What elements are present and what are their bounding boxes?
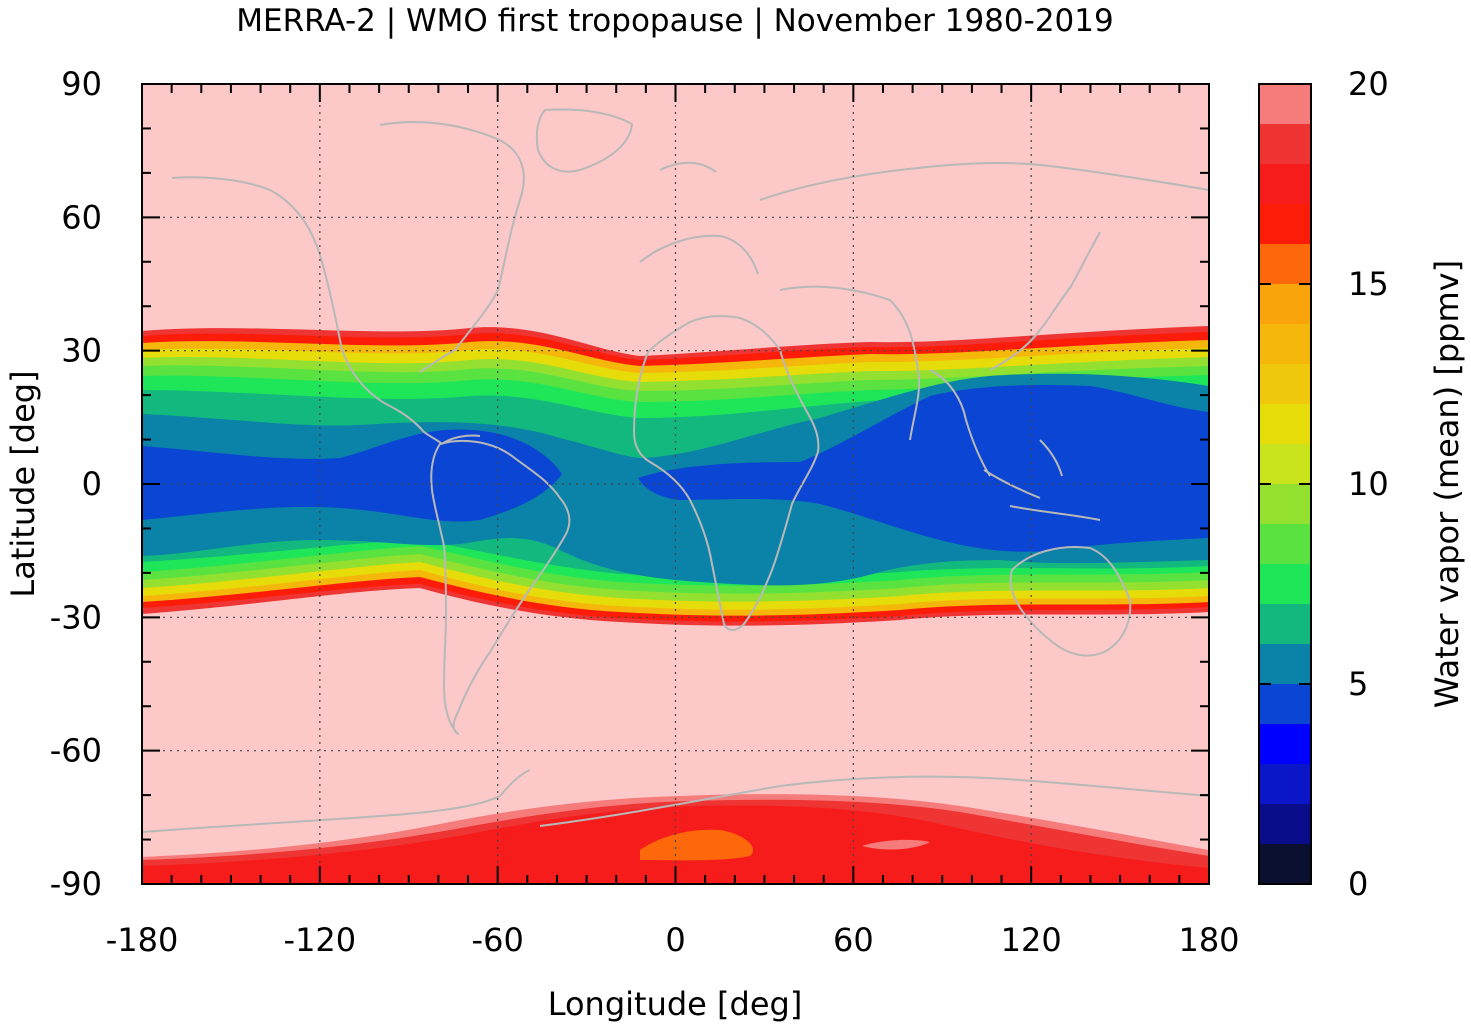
x-tick-label: 120: [1001, 921, 1062, 959]
colorbar-swatch: [1259, 604, 1311, 644]
colorbar-swatch: [1259, 524, 1311, 564]
y-tick-label: -30: [50, 598, 102, 636]
colorbar-swatch: [1259, 644, 1311, 684]
coastline-eurasia: [759, 162, 1209, 477]
colorbar-swatch: [1259, 564, 1311, 604]
colorbar-swatch: [1259, 324, 1311, 364]
coastline-africa-europe: [633, 161, 820, 631]
colorbar-swatch: [1259, 124, 1311, 164]
coastline-antarctica: [142, 769, 1209, 833]
tropical-band: [142, 326, 1209, 626]
colorbar-tick-label: 5: [1348, 665, 1368, 703]
colorbar-swatch: [1259, 684, 1311, 724]
y-axis-ticks: 90 60 30 0 -30 -60 -90: [50, 65, 102, 903]
x-tick-label: -180: [106, 921, 179, 959]
minor-ticks: [141, 83, 1210, 885]
colorbar-swatch: [1259, 164, 1311, 204]
x-tick-label: -120: [284, 921, 357, 959]
contour-band-4: [142, 429, 562, 522]
colorbar-swatch: [1259, 404, 1311, 444]
colorbar-swatch: [1259, 804, 1311, 844]
colorbar-label: Water vapor (mean) [ppmv]: [1428, 260, 1466, 708]
x-tick-label: 180: [1178, 921, 1239, 959]
x-tick-label: -60: [472, 921, 524, 959]
colorbar-tick-label: 10: [1348, 465, 1389, 503]
colorbar-swatch: [1259, 204, 1311, 244]
y-tick-label: 90: [61, 65, 102, 103]
colorbar-swatch: [1259, 844, 1311, 884]
coastline-south-america: [430, 439, 571, 735]
y-tick-label: 60: [61, 198, 102, 236]
x-axis-ticks: -180 -120 -60 0 60 120 180: [106, 921, 1240, 959]
contour-band-4-east: [638, 385, 1209, 552]
colorbar-swatch: [1259, 444, 1311, 484]
colorbar-tick-label: 15: [1348, 265, 1389, 303]
colorbar-swatch: [1259, 244, 1311, 284]
coastline-greenland: [535, 108, 633, 173]
colorbar: [1259, 84, 1311, 884]
y-tick-label: 0: [82, 465, 102, 503]
contour-band-19-inner: [862, 839, 930, 850]
colorbar-swatch: [1259, 284, 1311, 324]
x-axis-label: Longitude [deg]: [548, 985, 803, 1023]
x-tick-label: 0: [665, 921, 685, 959]
y-tick-label: -90: [50, 865, 102, 903]
colorbar-swatch: [1259, 484, 1311, 524]
contour-band-15s: [640, 829, 754, 861]
coastline-australia: [1009, 546, 1132, 657]
plot-area: [142, 84, 1209, 884]
grid-lines: [142, 84, 1209, 884]
colorbar-tick-label: 0: [1348, 865, 1368, 903]
coastline-maritime-continent: [983, 439, 1101, 521]
x-tick-label: 60: [833, 921, 874, 959]
colorbar-swatch: [1259, 764, 1311, 804]
chart-title: MERRA-2 | WMO first tropopause | Novembe…: [236, 3, 1113, 39]
y-tick-label: 30: [61, 332, 102, 370]
colorbar-swatch: [1259, 84, 1311, 124]
y-axis-label: Latitude [deg]: [4, 370, 42, 597]
colorbar-swatch: [1259, 364, 1311, 404]
coastlines: [142, 108, 1209, 833]
y-tick-label: -60: [50, 732, 102, 770]
colorbar-ticks: 0 5 10 15 20: [1259, 65, 1389, 903]
colorbar-tick-label: 20: [1348, 65, 1389, 103]
colorbar-swatch: [1259, 724, 1311, 764]
